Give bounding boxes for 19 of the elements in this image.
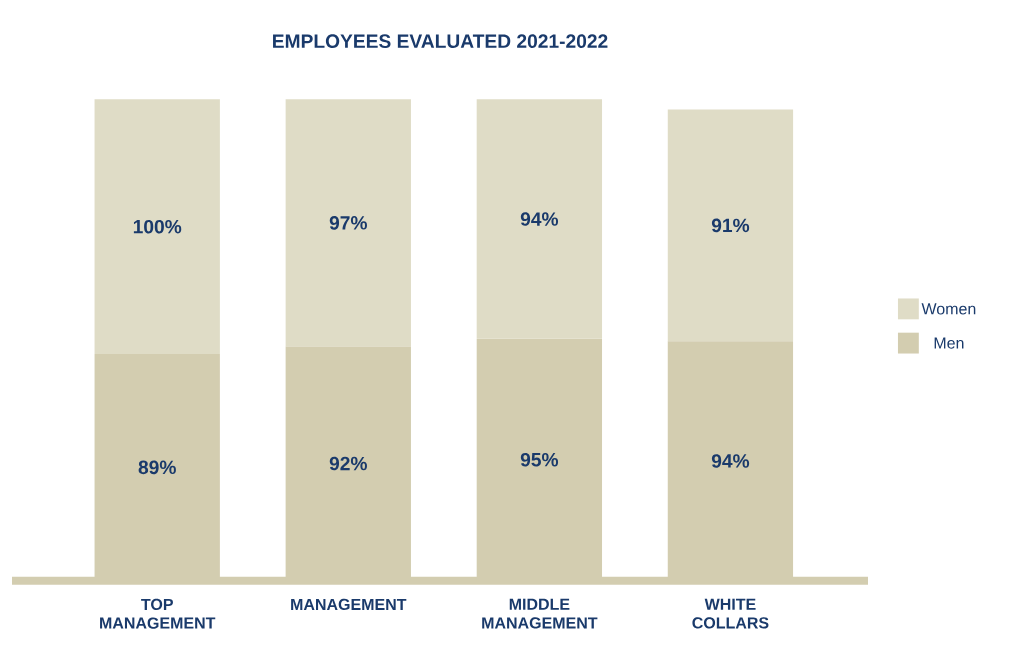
bar (667, 109, 794, 342)
data-label: 100% (133, 219, 182, 234)
legend-label: Women (921, 303, 976, 315)
data-label: 92% (329, 456, 367, 471)
x-tick-label: MIDDLE MANAGEMENT (482, 598, 598, 629)
x-tick-label: MANAGEMENT (291, 598, 407, 611)
chart-title: EMPLOYEES EVALUATED 2021-2022 (273, 34, 608, 48)
x-tick-label: TOP MANAGEMENT (100, 598, 216, 629)
data-label: 94% (520, 212, 559, 226)
data-label: 95% (520, 452, 559, 467)
data-label: 91% (711, 218, 750, 233)
legend-label: Men (934, 337, 964, 349)
bar (285, 99, 411, 347)
bar (94, 99, 220, 355)
data-label: 94% (711, 454, 750, 468)
data-label: 89% (138, 460, 176, 475)
data-label: 97% (329, 216, 367, 230)
bar (476, 99, 603, 339)
x-tick-label: WHITE COLLARS (692, 598, 769, 629)
